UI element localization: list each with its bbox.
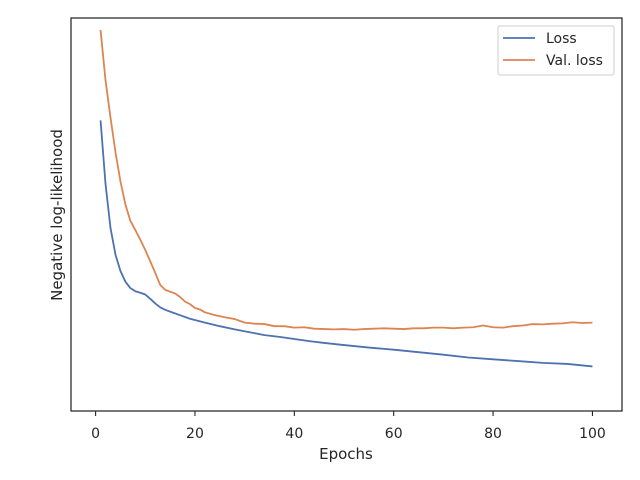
y-axis-label: Negative log-likelihood (48, 129, 66, 301)
x-axis-label: Epochs (319, 445, 373, 463)
series-line-loss (99, 120, 593, 368)
x-tick-label: 80 (484, 426, 502, 442)
series-lines (99, 29, 593, 368)
x-tick-label: 20 (186, 426, 204, 442)
x-tick-label: 0 (91, 426, 100, 442)
series-line-val-loss (99, 29, 593, 331)
plot-area (70, 17, 623, 412)
x-tick-label: 40 (285, 426, 303, 442)
x-tick-label: 100 (579, 426, 606, 442)
x-tick-label: 60 (385, 426, 403, 442)
legend-label-val-loss: Val. loss (546, 53, 603, 69)
legend: Loss Val. loss (497, 25, 615, 76)
x-axis-ticks: 0 20 40 60 80 100 (91, 411, 606, 442)
legend-label-loss: Loss (546, 31, 577, 47)
